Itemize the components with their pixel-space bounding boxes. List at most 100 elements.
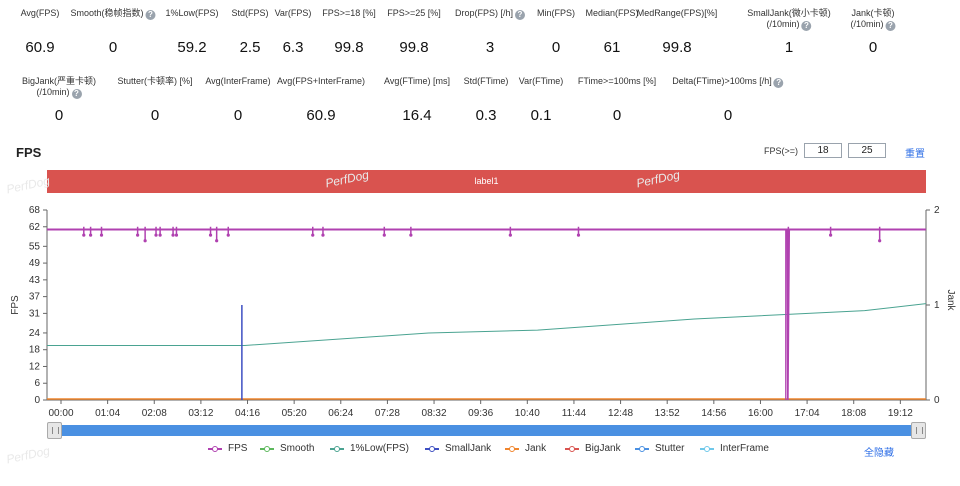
stat-label-text: Delta(FTime)>100ms [/h] [672, 76, 772, 86]
series-fps-point [829, 233, 833, 237]
stat-label-text: Smooth(稳帧指数) [70, 8, 144, 18]
legend-item-fps[interactable]: FPS [208, 443, 247, 454]
y-tick-label: 18 [29, 345, 41, 356]
series-fps-point [508, 233, 512, 237]
legend-item-jank[interactable]: Jank [505, 443, 546, 454]
help-icon[interactable]: ? [71, 89, 82, 99]
help-icon[interactable]: ? [885, 21, 896, 31]
stat-value: 59.2 [177, 39, 207, 56]
series-fps-point [82, 233, 86, 237]
legend-label: 1%Low(FPS) [350, 443, 409, 454]
stat-label: Avg(FPS+InterFrame) [277, 76, 365, 87]
stat-value: 0 [551, 39, 561, 56]
x-tick-label: 03:12 [188, 408, 213, 419]
threshold-input-2[interactable] [848, 143, 887, 158]
stat-value: 0 [723, 107, 733, 124]
series-fps-point [171, 233, 175, 237]
stat-label: Delta(FTime)>100ms [/h]? [672, 76, 784, 88]
label-bar[interactable]: label1 [47, 170, 926, 193]
stat-label-text: MedRange(FPS)[%] [636, 8, 718, 18]
stat-row1-10: MedRange(FPS)[%] 99.8 [637, 8, 718, 56]
legend-item-smooth[interactable]: Smooth [260, 443, 314, 454]
series-1percent-low-line [47, 303, 927, 347]
scroll-handle-left[interactable] [47, 422, 62, 439]
series-fps-point [409, 233, 413, 237]
stat-label-text: FPS>=18 [%] [322, 8, 376, 18]
stat-row1-11: SmallJank(微小卡顿) (/10min)? 1 [747, 8, 831, 56]
stat-row1-7: Drop(FPS) [/h]? 3 [454, 8, 526, 56]
stat-row2-4: Avg(FTime) [ms] 16.4 [384, 76, 450, 124]
series-fps-point [382, 233, 386, 237]
stat-label-text: Avg(InterFrame) [205, 76, 271, 86]
stat-label: Jank(卡顿) [850, 8, 895, 19]
time-range-scrollbar[interactable] [47, 422, 926, 439]
series-fps-point [154, 233, 158, 237]
stat-value: 0 [54, 107, 64, 124]
stat-value: 6.3 [282, 39, 304, 56]
x-tick-label: 18:08 [841, 408, 866, 419]
threshold-input-1[interactable] [804, 143, 843, 158]
stat-row1-2: 1%Low(FPS) 59.2 [165, 8, 218, 56]
help-icon[interactable]: ? [515, 10, 526, 20]
stat-label-text: Drop(FPS) [/h] [454, 8, 514, 18]
y-tick-label: 31 [29, 308, 41, 319]
y2-tick-label: 1 [934, 300, 940, 311]
x-tick-label: 14:56 [701, 408, 726, 419]
stat-row2-6: Var(FTime) 0.1 [519, 76, 564, 124]
series-fps-point [311, 233, 315, 237]
help-icon[interactable]: ? [145, 10, 156, 20]
stat-label-text: FTime>=100ms [%] [577, 76, 657, 86]
legend-swatch [505, 444, 519, 454]
y2-tick-label: 0 [934, 395, 940, 406]
stat-label: Var(FPS) [275, 8, 312, 19]
x-tick-label: 19:12 [888, 408, 913, 419]
series-fps-point [576, 233, 581, 237]
stat-label: Std(FPS) [231, 8, 268, 19]
stat-row2-3: Avg(FPS+InterFrame) 60.9 [277, 76, 365, 124]
stat-label-text: Std(FTime) [463, 76, 509, 86]
x-tick-label: 13:52 [655, 408, 680, 419]
stat-label-text: Avg(FPS) [20, 8, 60, 18]
stat-value: 99.8 [399, 39, 429, 56]
y-tick-label: 49 [29, 258, 41, 269]
scroll-handle-right[interactable] [911, 422, 926, 439]
x-tick-label: 07:28 [375, 408, 400, 419]
stat-row1-4: Var(FPS) 6.3 [275, 8, 312, 56]
stats-row-2: BigJank(严重卡顿) (/10min)? 0 Stutter(卡顿率) [%] 0… [0, 76, 960, 136]
y-tick-label: 68 [29, 205, 41, 216]
stat-value: 0 [150, 107, 160, 124]
legend-swatch [260, 444, 274, 454]
reset-link[interactable]: 重置 [905, 149, 925, 160]
scroll-track[interactable] [47, 425, 926, 436]
series-fps-point [215, 239, 219, 243]
stat-value: 0 [233, 107, 243, 124]
hide-all-link[interactable]: 全隐藏 [864, 448, 894, 459]
stat-label-text: Std(FPS) [231, 8, 269, 18]
legend-label: FPS [228, 443, 248, 454]
y-tick-label: 37 [29, 292, 41, 303]
y-tick-label: 62 [29, 222, 41, 233]
stat-label-text: Avg(FPS+InterFrame) [276, 76, 366, 86]
legend-item-1-low-fps-[interactable]: 1%Low(FPS) [330, 443, 409, 454]
stat-label: MedRange(FPS)[%] [637, 8, 718, 19]
stat-row1-5: FPS>=18 [%] 99.8 [322, 8, 376, 56]
series-fps-point [143, 239, 147, 243]
stat-row2-2: Avg(InterFrame) 0 [205, 76, 271, 124]
legend-item-interframe[interactable]: InterFrame [700, 443, 769, 454]
legend-item-smalljank[interactable]: SmallJank [425, 443, 491, 454]
x-tick-label: 12:48 [608, 408, 633, 419]
legend-label: Jank [525, 443, 547, 454]
stat-value: 0.1 [530, 107, 552, 124]
y-tick-label: 12 [29, 361, 41, 372]
stat-label: SmallJank(微小卡顿) [747, 8, 831, 19]
stat-label-unit-text: (/10min) [850, 19, 884, 29]
x-tick-label: 01:04 [95, 408, 120, 419]
fps-threshold: FPS(>=) [764, 143, 887, 158]
stat-value: 0 [612, 107, 622, 124]
stat-label-text: Min(FPS) [537, 8, 575, 18]
stat-label: Min(FPS) [537, 8, 575, 19]
help-icon[interactable]: ? [773, 78, 784, 88]
legend-item-bigjank[interactable]: BigJank [565, 443, 621, 454]
help-icon[interactable]: ? [801, 21, 812, 31]
legend-item-stutter[interactable]: Stutter [635, 443, 684, 454]
